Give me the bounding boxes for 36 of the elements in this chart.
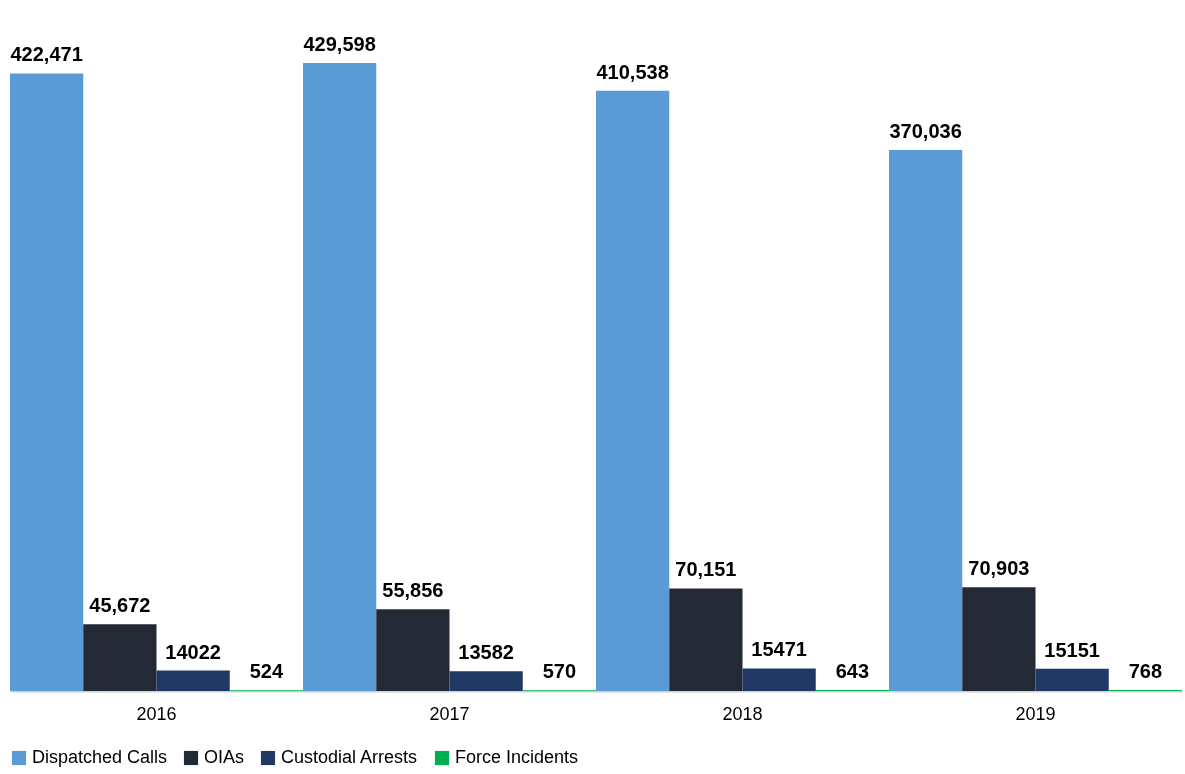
bar: [889, 150, 963, 691]
data-label: 370,036: [889, 120, 962, 143]
data-label: 14022: [165, 640, 221, 663]
data-label: 410,538: [596, 60, 669, 83]
bar: [376, 609, 450, 691]
data-label: 570: [542, 660, 577, 683]
bar: [669, 588, 743, 691]
x-tick-label: 2016: [136, 703, 177, 724]
bar: [303, 63, 377, 691]
data-label: 70,151: [675, 558, 737, 581]
bar: [10, 73, 84, 691]
legend-label: Force Incidents: [455, 747, 579, 767]
bar: [83, 624, 157, 691]
x-tick-label: 2017: [429, 703, 470, 724]
data-label: 70,903: [968, 557, 1030, 580]
data-label: 524: [249, 660, 284, 683]
data-label: 15151: [1044, 638, 1100, 661]
data-label: 643: [835, 660, 870, 683]
data-label: 768: [1128, 659, 1163, 682]
data-label: 422,471: [10, 43, 83, 66]
legend-label: OIAs: [204, 747, 245, 767]
bar: [156, 670, 230, 691]
bar: [1035, 668, 1109, 691]
data-label: 15471: [751, 638, 807, 661]
data-label: 13582: [458, 641, 514, 664]
legend-label: Dispatched Calls: [32, 747, 168, 767]
legend-label: Custodial Arrests: [281, 747, 418, 767]
data-label: 45,672: [89, 594, 151, 617]
x-tick-label: 2018: [722, 703, 763, 724]
bar: [596, 90, 670, 691]
bar: [449, 671, 523, 691]
data-label: 55,856: [382, 579, 444, 602]
x-tick-label: 2019: [1015, 703, 1056, 724]
bar: [742, 668, 816, 691]
data-label: 429,598: [303, 33, 376, 55]
bar: [962, 587, 1036, 691]
